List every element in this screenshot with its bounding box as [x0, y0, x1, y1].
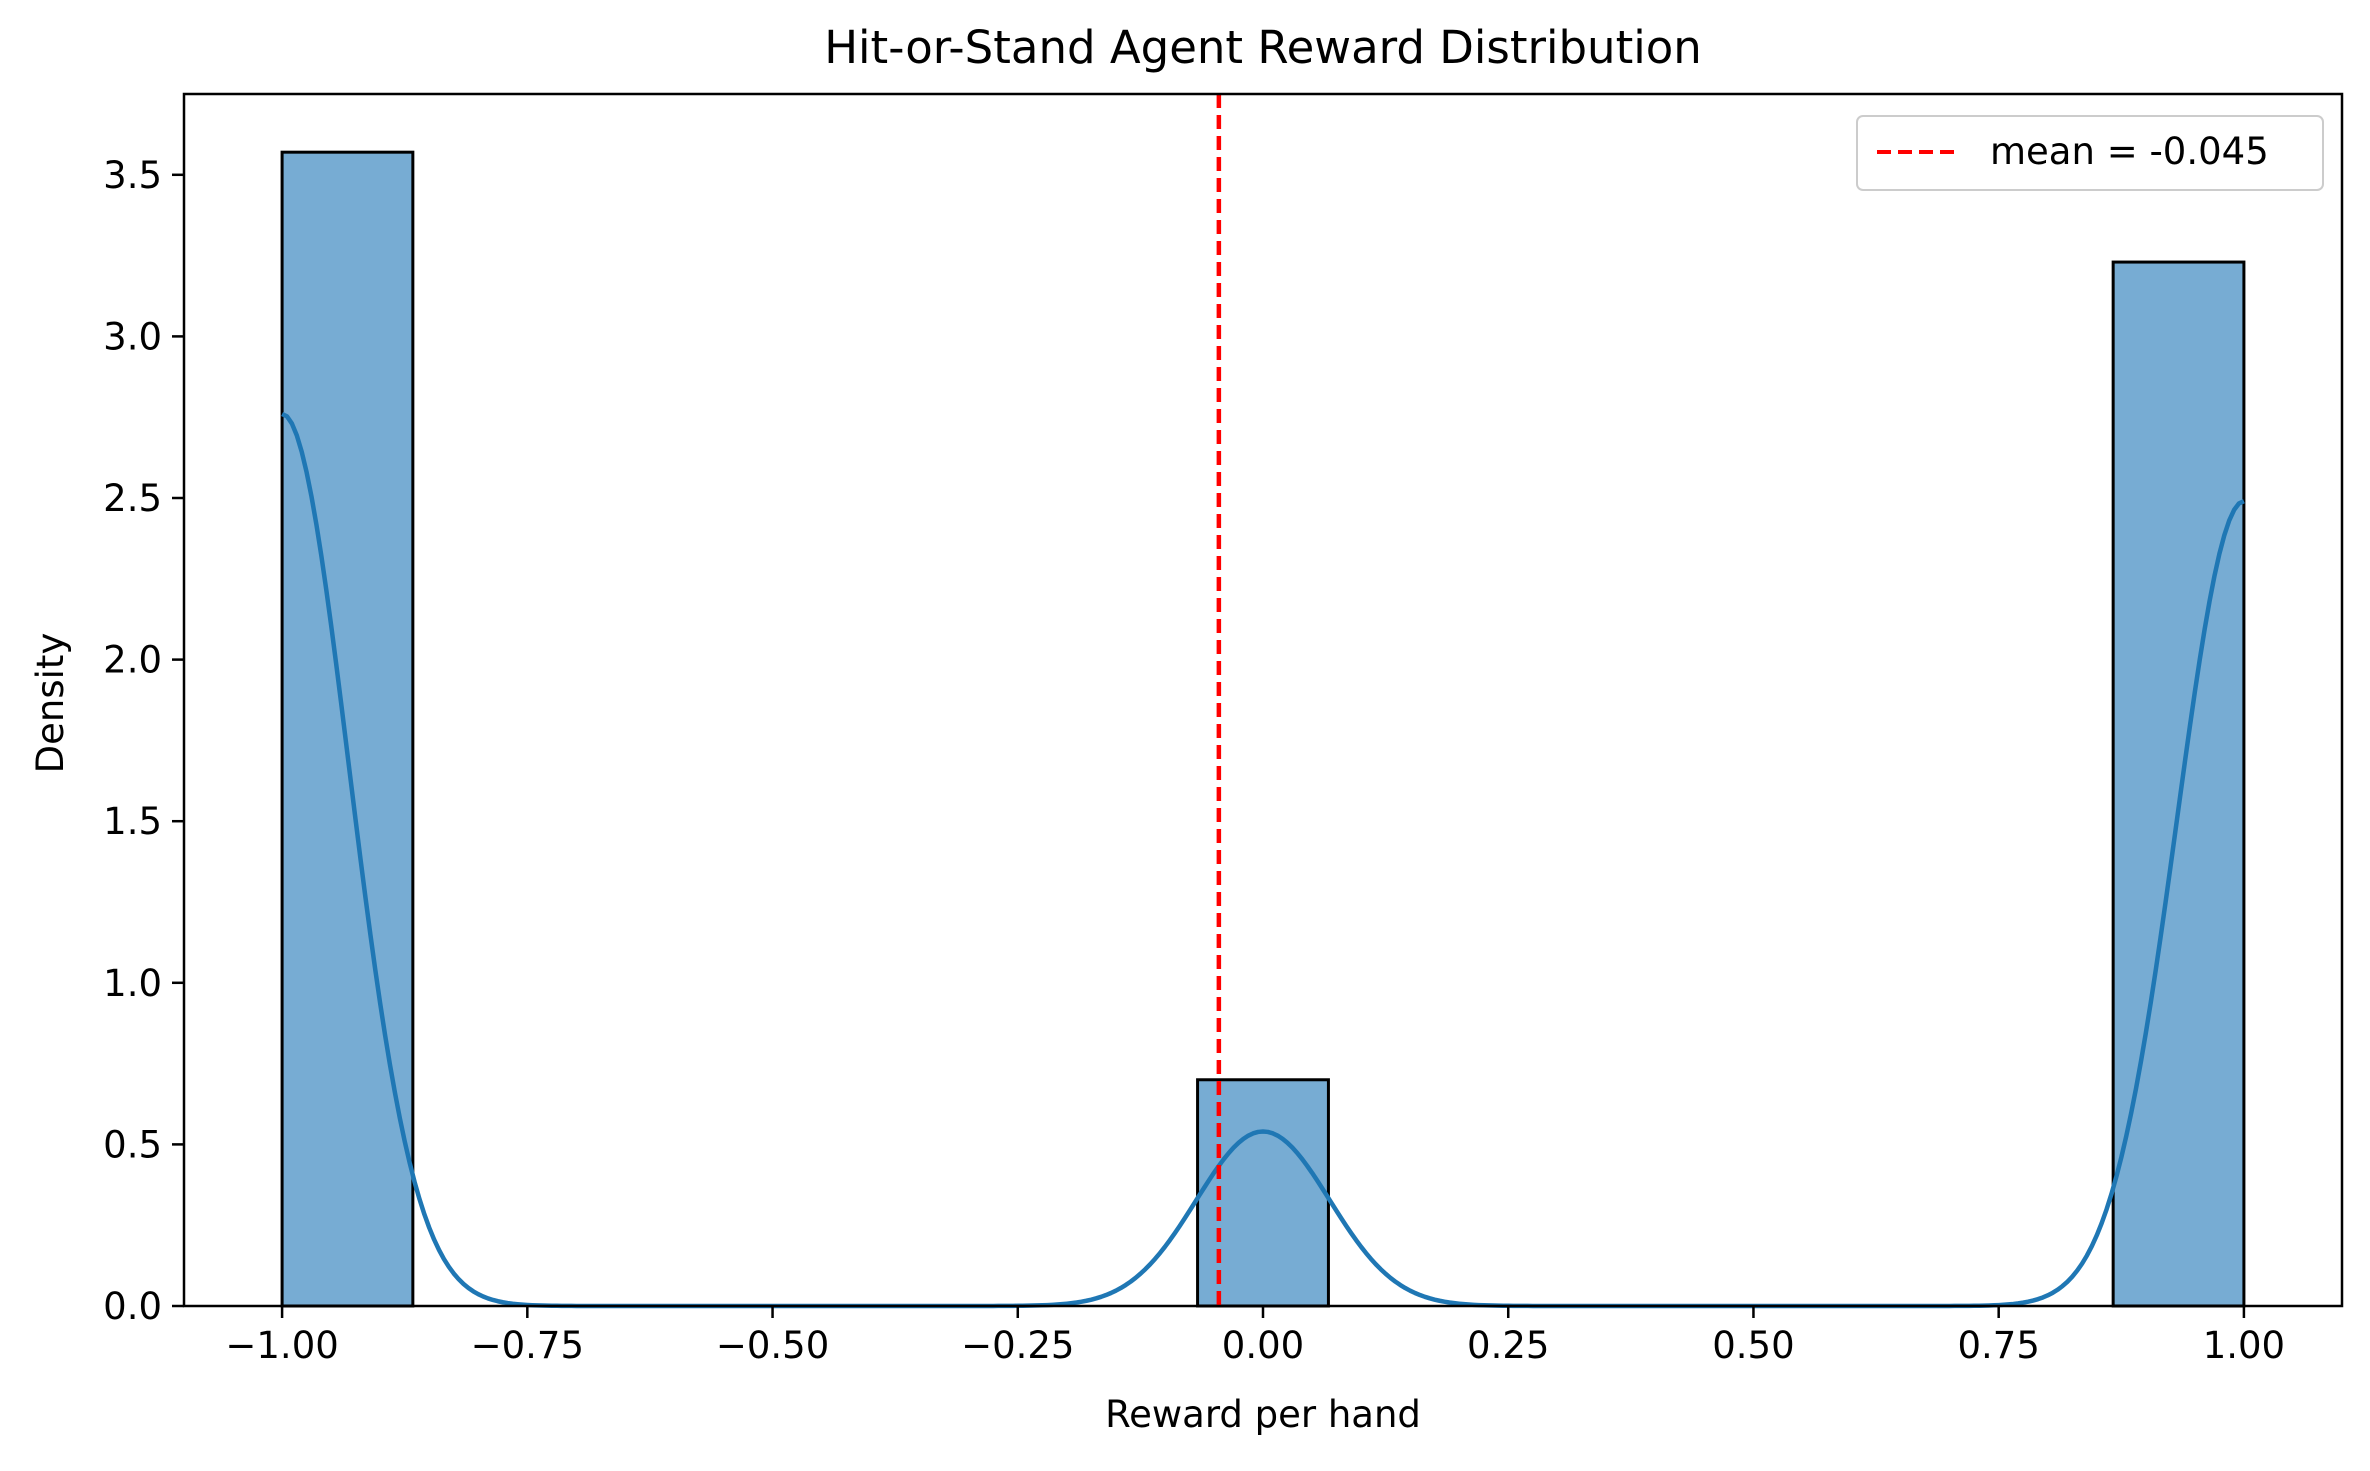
x-tick-label: −1.00 [225, 1324, 338, 1367]
y-tick-label: 0.5 [103, 1123, 162, 1166]
x-tick-label: −0.75 [471, 1324, 584, 1367]
histogram-bar-2 [2111, 260, 2246, 1308]
y-tick-label: 2.0 [103, 639, 162, 682]
x-tick-label: 0.25 [1467, 1324, 1549, 1367]
x-tick-label: 1.00 [2203, 1324, 2285, 1367]
histogram-bar-0 [280, 150, 415, 1308]
x-tick-label: −0.25 [961, 1324, 1074, 1367]
x-axis-label: Reward per hand [1105, 1393, 1421, 1436]
legend: mean = -0.045 [1856, 115, 2324, 191]
y-tick-label: 1.5 [103, 800, 162, 843]
y-axis-label: Density [29, 633, 72, 774]
histogram-bars [280, 150, 2246, 1308]
x-axis-ticks: −1.00 −0.75 −0.50 −0.25 0.00 0.25 0.50 0.75 1.00 [225, 1306, 2285, 1367]
y-tick-label: 1.0 [103, 962, 162, 1005]
x-tick-label: 0.00 [1222, 1324, 1304, 1367]
x-tick-label: 0.50 [1712, 1324, 1794, 1367]
legend-frame [1856, 115, 2324, 191]
y-tick-label: 0.0 [103, 1285, 162, 1328]
y-tick-label: 2.5 [103, 477, 162, 520]
legend-mean-label: mean = -0.045 [1990, 130, 2269, 173]
y-tick-label: 3.5 [103, 154, 162, 197]
y-axis-ticks: 0.0 0.5 1.0 1.5 2.0 2.5 3.0 3.5 [103, 154, 184, 1328]
y-tick-label: 3.0 [103, 315, 162, 358]
x-tick-label: 0.75 [1957, 1324, 2039, 1367]
x-tick-label: −0.50 [716, 1324, 829, 1367]
chart-title: Hit-or-Stand Agent Reward Distribution [824, 21, 1702, 74]
